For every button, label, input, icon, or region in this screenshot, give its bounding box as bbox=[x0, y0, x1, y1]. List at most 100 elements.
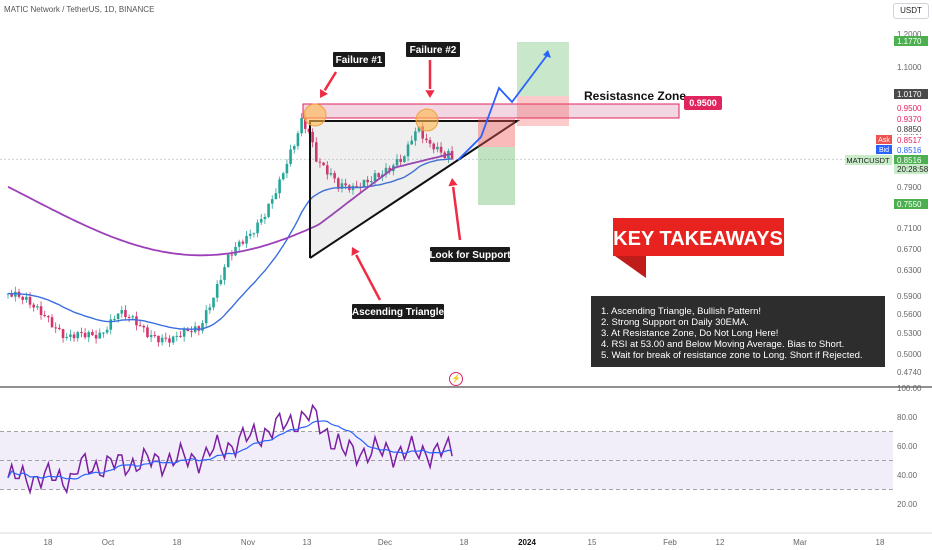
candle-body bbox=[285, 163, 289, 174]
price-label-bg bbox=[894, 155, 928, 165]
price-label-text: 0.8516 bbox=[897, 146, 922, 155]
candle-body bbox=[226, 254, 230, 268]
price-label-text: 0.7550 bbox=[897, 200, 922, 209]
symbol-tag-text: MATICUSDT bbox=[846, 156, 890, 165]
price-label-text: 20:28:58 bbox=[897, 165, 929, 174]
candle bbox=[190, 326, 193, 338]
candle-body bbox=[355, 185, 358, 187]
candle bbox=[281, 171, 285, 181]
price-tick: 1.1000 bbox=[897, 63, 922, 72]
price-label: 0.9500 bbox=[894, 103, 928, 113]
bid-tag-bg bbox=[876, 145, 892, 154]
ask-tag-bg bbox=[876, 135, 892, 144]
short-target-box bbox=[478, 147, 515, 205]
candle bbox=[322, 161, 325, 166]
candle bbox=[428, 137, 432, 148]
failure-1-arrow-head bbox=[320, 89, 328, 98]
candle bbox=[146, 324, 149, 339]
candle-body bbox=[105, 329, 109, 333]
candle bbox=[47, 315, 50, 323]
candle bbox=[102, 332, 105, 338]
candle-body bbox=[138, 325, 142, 327]
candle bbox=[142, 324, 146, 333]
ascending-triangle bbox=[309, 120, 521, 259]
candle bbox=[223, 264, 226, 285]
price-tick: 1.2000 bbox=[897, 30, 922, 39]
resistance-price-tag: 0.9500 bbox=[684, 96, 722, 110]
price-tick: 0.6700 bbox=[897, 245, 922, 254]
resistance-price-bg bbox=[684, 96, 722, 110]
rsi-tick: 80.00 bbox=[897, 413, 918, 422]
rsi-tick: 20.00 bbox=[897, 500, 918, 509]
candle bbox=[39, 301, 43, 320]
candle bbox=[248, 229, 252, 240]
price-tick: 0.5000 bbox=[897, 350, 922, 359]
candle-body bbox=[61, 329, 65, 338]
candle-body bbox=[36, 306, 39, 308]
candle bbox=[403, 155, 406, 163]
candle-body bbox=[153, 335, 157, 337]
candle bbox=[278, 176, 281, 199]
candle-body bbox=[384, 167, 388, 175]
candle-body bbox=[259, 219, 263, 223]
candle-body bbox=[333, 173, 336, 179]
candle bbox=[109, 314, 113, 335]
candle-body bbox=[208, 307, 212, 311]
candle bbox=[267, 203, 270, 219]
failure-1-circle bbox=[303, 103, 327, 127]
candle-body bbox=[102, 332, 105, 334]
candle bbox=[274, 188, 278, 200]
candle bbox=[43, 310, 46, 318]
candle-body bbox=[318, 161, 322, 163]
candle bbox=[193, 321, 197, 334]
candle bbox=[450, 146, 454, 160]
candle bbox=[300, 113, 303, 137]
tradingview-logo-icon[interactable]: ⚡ bbox=[449, 372, 463, 386]
candle bbox=[208, 303, 212, 314]
candle-body bbox=[69, 334, 72, 337]
candle-body bbox=[256, 222, 259, 234]
price-label-text: 0.9500 bbox=[897, 104, 922, 113]
key-takeaways-tail bbox=[615, 256, 646, 278]
candle-body bbox=[190, 331, 193, 333]
candle bbox=[370, 175, 373, 184]
candle bbox=[105, 326, 109, 335]
candle-body bbox=[417, 126, 421, 132]
price-label: 1.1770 bbox=[894, 36, 928, 46]
candle bbox=[270, 195, 274, 209]
price-label-bg bbox=[894, 114, 928, 124]
candle bbox=[252, 232, 256, 238]
candle-body bbox=[113, 318, 116, 320]
candle-body bbox=[171, 336, 175, 343]
candle bbox=[58, 324, 61, 331]
candle-body bbox=[28, 296, 32, 305]
long-target-box bbox=[517, 42, 569, 96]
candle bbox=[307, 128, 311, 134]
candle bbox=[98, 328, 102, 339]
failure-2-arrow bbox=[425, 60, 435, 98]
candle-body bbox=[278, 179, 281, 194]
candle bbox=[179, 331, 182, 338]
candle bbox=[399, 154, 402, 167]
currency-button[interactable]: USDT bbox=[893, 3, 929, 19]
symbol-tag: MATICUSDT bbox=[845, 155, 892, 165]
ema-30-line bbox=[7, 158, 453, 331]
candle-body bbox=[410, 140, 413, 145]
candle-body bbox=[270, 199, 274, 204]
candle bbox=[314, 137, 318, 163]
bid-tag-text: Bid bbox=[879, 147, 889, 154]
price-tick: 0.8500 bbox=[897, 130, 922, 139]
candle-body bbox=[366, 179, 369, 183]
candle-body bbox=[406, 144, 410, 157]
candle bbox=[76, 330, 80, 342]
price-label: 0.8517 bbox=[894, 135, 928, 145]
candle bbox=[91, 329, 94, 336]
candle bbox=[120, 305, 124, 318]
price-label-text: 0.8850 bbox=[897, 125, 922, 134]
price-label: 0.8516 bbox=[894, 145, 928, 155]
projection-arrowhead bbox=[543, 50, 551, 58]
price-label-bg bbox=[894, 135, 928, 145]
price-tick: 0.5300 bbox=[897, 329, 922, 338]
candle bbox=[160, 334, 164, 346]
candle bbox=[50, 314, 54, 328]
